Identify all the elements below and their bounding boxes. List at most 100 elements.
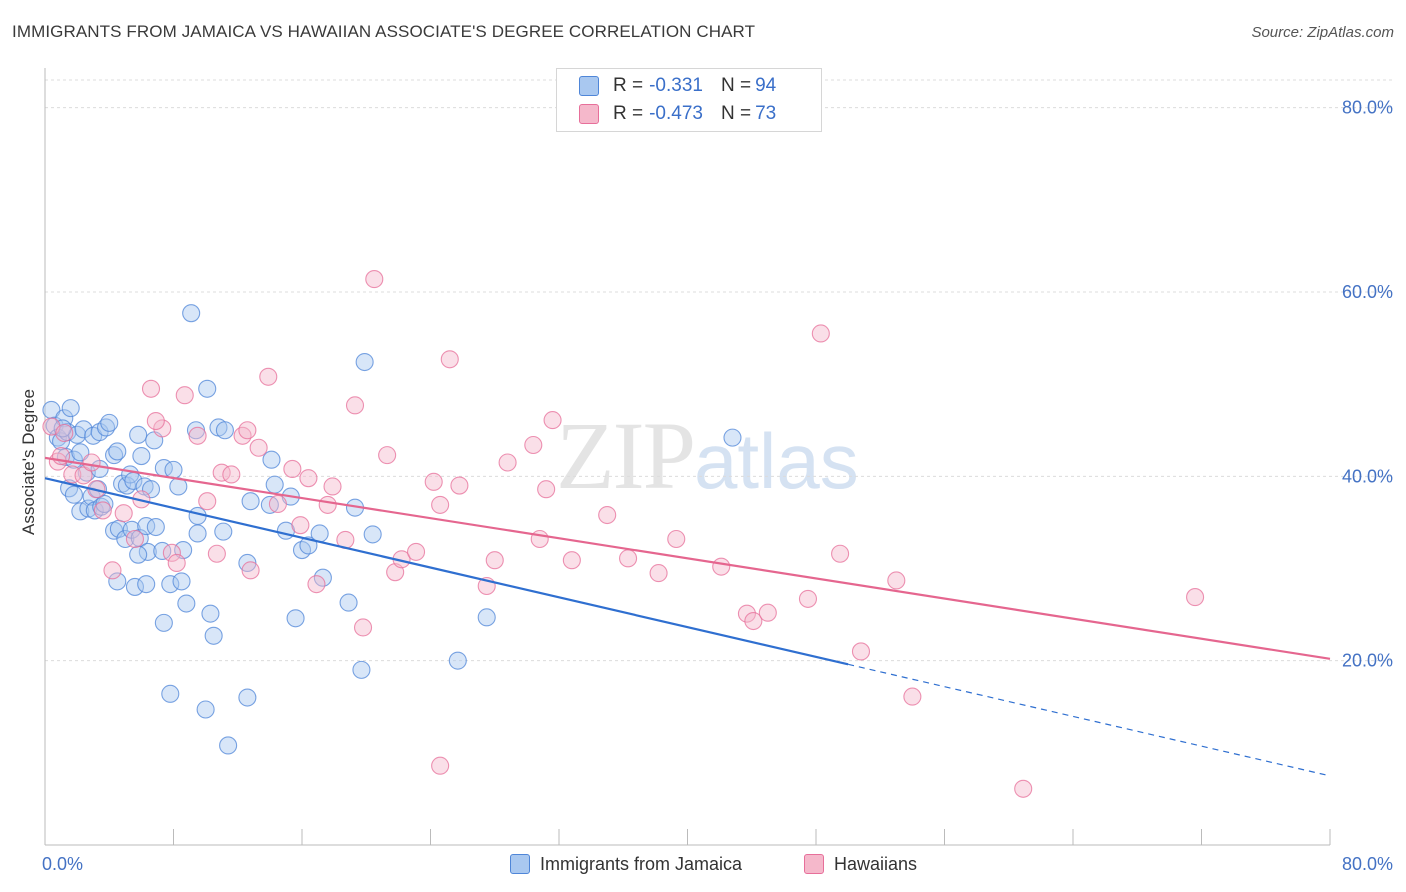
point-jamaica	[448, 651, 467, 670]
legend-n-label: N =	[720, 103, 752, 124]
point-hawaiians	[712, 557, 731, 576]
bottom-legend-swatch-jamaica	[510, 854, 530, 874]
legend-n-value: 94	[755, 75, 777, 96]
point-hawaiians	[406, 542, 426, 561]
point-jamaica	[95, 494, 114, 514]
point-hawaiians	[238, 421, 257, 440]
chart-title: IMMIGRANTS FROM JAMAICA VS HAWAIIAN ASSO…	[12, 22, 756, 41]
point-hawaiians	[543, 411, 562, 430]
point-jamaica	[198, 379, 217, 398]
point-hawaiians	[1186, 588, 1205, 607]
point-hawaiians	[667, 529, 686, 549]
point-jamaica	[90, 423, 109, 442]
point-hawaiians	[162, 543, 181, 562]
point-jamaica	[292, 541, 312, 560]
point-hawaiians	[207, 544, 226, 563]
point-jamaica	[108, 442, 127, 461]
point-jamaica	[177, 594, 196, 613]
y-tick-label: 40.0%	[1342, 466, 1393, 486]
point-jamaica	[265, 475, 284, 494]
trendline-jamaica-extension	[847, 663, 1331, 777]
point-hawaiians	[318, 495, 337, 514]
stats-legend: R = -0.331 N = 94 R = -0.473 N = 73	[556, 68, 822, 132]
source-label: Source: ZipAtlas.com	[1251, 24, 1394, 41]
point-jamaica	[196, 700, 215, 719]
legend-swatch-jamaica	[579, 76, 599, 96]
point-jamaica	[188, 524, 207, 543]
point-hawaiians	[440, 350, 459, 369]
point-hawaiians	[307, 575, 326, 594]
point-jamaica	[146, 517, 165, 537]
point-jamaica	[137, 575, 156, 594]
watermark: ZIPatlas	[556, 400, 859, 511]
point-hawaiians	[175, 386, 194, 405]
y-tick-label: 80.0%	[1342, 98, 1393, 118]
point-jamaica	[215, 421, 234, 440]
point-hawaiians	[758, 603, 777, 622]
point-hawaiians	[291, 516, 310, 535]
point-jamaica	[172, 572, 191, 591]
point-jamaica	[219, 736, 238, 755]
point-hawaiians	[233, 426, 252, 445]
point-jamaica	[108, 572, 127, 591]
point-hawaiians	[82, 453, 101, 472]
legend-swatch-hawaiians	[579, 104, 599, 124]
point-hawaiians	[598, 505, 617, 525]
watermark-atlas: atlas	[694, 417, 859, 505]
point-hawaiians	[268, 494, 287, 514]
point-hawaiians	[744, 611, 763, 631]
y-tick-label: 60.0%	[1342, 282, 1393, 302]
point-hawaiians	[74, 466, 93, 485]
point-hawaiians	[345, 396, 365, 415]
point-hawaiians	[153, 419, 172, 438]
point-hawaiians	[283, 459, 302, 479]
point-hawaiians	[562, 551, 581, 570]
point-jamaica	[355, 352, 374, 372]
point-hawaiians	[485, 551, 504, 570]
point-hawaiians	[259, 367, 278, 386]
point-hawaiians	[378, 446, 397, 465]
bottom-legend-label-jamaica: Immigrants from Jamaica	[540, 853, 743, 874]
point-jamaica	[182, 304, 201, 323]
point-jamaica	[241, 492, 260, 511]
point-hawaiians	[353, 618, 373, 637]
legend-r-label: R =	[613, 75, 644, 96]
point-hawaiians	[141, 379, 161, 398]
point-hawaiians	[222, 465, 241, 484]
legend-row-hawaiians: R = -0.473 N = 73	[579, 101, 776, 127]
point-hawaiians	[798, 589, 818, 608]
bottom-legend-label-hawaiians: Hawaiians	[834, 853, 918, 874]
legend-r-label: R =	[613, 103, 644, 124]
point-hawaiians	[903, 687, 922, 706]
point-hawaiians	[431, 756, 450, 775]
point-jamaica	[313, 568, 332, 587]
trendline-jamaica	[44, 477, 849, 666]
point-jamaica	[161, 684, 180, 703]
point-jamaica	[129, 425, 148, 444]
point-jamaica	[100, 413, 119, 432]
point-hawaiians	[737, 604, 756, 623]
x-tick-label-left: 0.0%	[42, 854, 83, 874]
point-hawaiians	[299, 469, 318, 488]
point-hawaiians	[431, 495, 450, 514]
bottom-legend-hawaiians: Hawaiians	[804, 852, 917, 876]
point-hawaiians	[811, 324, 830, 343]
point-jamaica	[262, 450, 281, 469]
point-hawaiians	[1014, 779, 1033, 798]
point-hawaiians	[851, 642, 871, 661]
y-axis-title: Associate's Degree	[19, 389, 38, 535]
bottom-legend-swatch-hawaiians	[804, 854, 824, 874]
point-jamaica	[352, 660, 371, 679]
point-hawaiians	[93, 501, 112, 520]
legend-r-value: -0.331	[649, 75, 703, 96]
point-jamaica	[161, 575, 180, 594]
point-hawaiians	[241, 561, 260, 580]
point-hawaiians	[55, 423, 74, 443]
point-hawaiians	[424, 472, 443, 491]
point-jamaica	[117, 476, 136, 495]
point-hawaiians	[114, 504, 133, 523]
point-hawaiians	[188, 426, 207, 445]
point-jamaica	[477, 608, 496, 627]
point-hawaiians	[146, 411, 165, 431]
